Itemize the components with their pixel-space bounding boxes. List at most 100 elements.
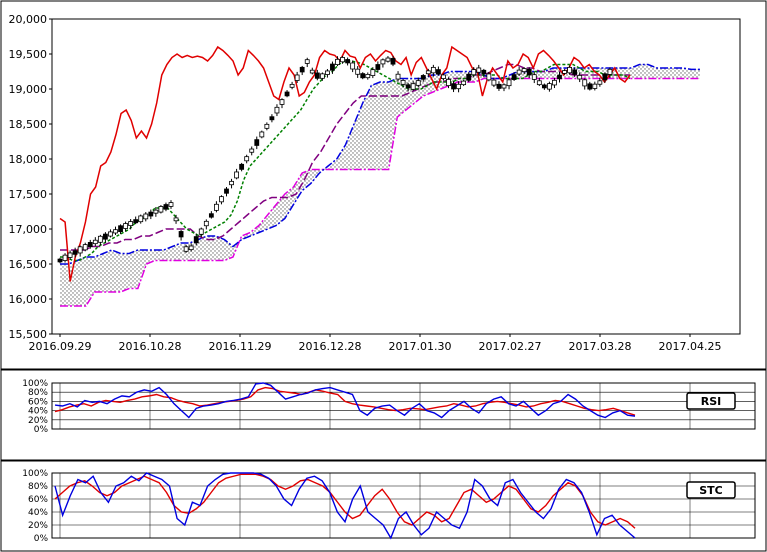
candle-body: [254, 139, 260, 146]
candle-body: [143, 213, 149, 220]
osc-series-line: [54, 472, 636, 540]
candle-body: [486, 73, 492, 81]
conversion-line: [60, 60, 631, 262]
candle-body: [77, 246, 83, 254]
osc-legend-label: RSI: [701, 395, 722, 408]
candle-body: [168, 202, 174, 207]
candle-body: [219, 196, 224, 203]
candle-body: [597, 80, 603, 85]
candle-body: [178, 231, 184, 238]
candle-body: [350, 62, 356, 70]
candle-body: [289, 83, 295, 88]
candle-body: [521, 68, 527, 73]
candle-body: [592, 83, 598, 89]
candle-body: [67, 252, 73, 258]
candle-body: [138, 215, 144, 223]
candle-body: [405, 84, 411, 89]
y-tick-label: 19,000: [9, 83, 48, 96]
candle-body: [420, 75, 426, 80]
osc-plot-frame: [51, 382, 756, 430]
candle-body: [274, 106, 280, 114]
y-tick-label: 17,000: [9, 223, 48, 236]
candle-body: [304, 59, 310, 64]
candle-body: [128, 221, 134, 227]
candle-body: [193, 236, 199, 244]
span-b-line: [60, 77, 700, 307]
kumo-cloud: [60, 64, 700, 306]
x-tick-label: 2016.12.28: [299, 340, 362, 353]
candle-body: [203, 220, 209, 227]
osc-series-line: [54, 382, 636, 419]
osc-legend-label: STC: [699, 484, 723, 497]
candle-body: [97, 235, 103, 243]
candle-body: [208, 213, 214, 218]
candle-body: [87, 242, 93, 248]
candle-body: [501, 84, 507, 89]
lagging-line: [59, 45, 631, 282]
candle-body: [229, 180, 234, 186]
rsi-panel-frame: [0, 369, 767, 461]
candle-body: [496, 83, 502, 89]
candle-body: [249, 148, 255, 153]
osc-y-tick-label: 80%: [28, 388, 48, 398]
y-tick-label: 16,000: [9, 293, 48, 306]
x-tick-label: 2016.11.29: [209, 340, 272, 353]
candle-body: [441, 74, 446, 79]
candle-body: [198, 228, 204, 235]
candle-body: [188, 245, 194, 251]
candle-body: [279, 99, 285, 105]
candle-body: [481, 69, 487, 75]
candle-body: [456, 83, 461, 90]
candle-body: [234, 171, 239, 179]
osc-y-tick-label: 60%: [28, 495, 48, 505]
candle-body: [269, 116, 275, 121]
candle-body: [314, 72, 320, 79]
candle-body: [375, 64, 381, 70]
candle-body: [607, 68, 613, 75]
y-tick-label: 17,500: [9, 188, 48, 201]
osc-y-tick-label: 0%: [34, 425, 49, 435]
candle-body: [294, 74, 300, 81]
candle-body: [476, 67, 482, 73]
osc-y-tick-label: 60%: [28, 397, 48, 407]
candle-body: [516, 69, 522, 75]
osc-plot-frame: [51, 472, 756, 539]
candle-body: [557, 74, 562, 80]
osc-series-line: [54, 386, 636, 416]
candle-body: [395, 73, 401, 80]
candle-body: [360, 73, 366, 79]
osc-y-tick-label: 80%: [28, 482, 48, 492]
candle-body: [491, 79, 497, 86]
candle-body: [259, 131, 265, 138]
candle-body: [82, 244, 88, 251]
candle-body: [471, 69, 477, 76]
osc-y-tick-label: 20%: [28, 521, 48, 531]
candle-body: [163, 204, 169, 210]
y-tick-label: 19,500: [9, 48, 48, 61]
candle-body: [319, 73, 325, 79]
candle-body: [335, 58, 340, 65]
candle-body: [133, 219, 139, 224]
x-tick-label: 2017.04.25: [659, 340, 722, 353]
osc-y-tick-label: 100%: [22, 379, 48, 389]
candle-body: [284, 91, 290, 97]
candle-body: [562, 70, 567, 74]
candle-body: [264, 123, 270, 129]
candle-body: [370, 69, 376, 76]
candle-body: [536, 80, 542, 86]
y-tick-label: 20,000: [9, 13, 48, 26]
x-tick-label: 2016.09.29: [29, 340, 92, 353]
candle-body: [587, 83, 593, 90]
candle-body: [430, 66, 436, 74]
candle-body: [113, 229, 118, 234]
candle-body: [567, 67, 572, 74]
candle-body: [466, 73, 472, 81]
main-panel-frame: [0, 0, 767, 370]
candle-body: [410, 83, 416, 90]
y-tick-label: 16,500: [9, 258, 48, 271]
x-tick-label: 2017.03.28: [569, 340, 632, 353]
candle-body: [436, 69, 441, 75]
candle-body: [365, 74, 371, 79]
candle-body: [547, 83, 552, 90]
